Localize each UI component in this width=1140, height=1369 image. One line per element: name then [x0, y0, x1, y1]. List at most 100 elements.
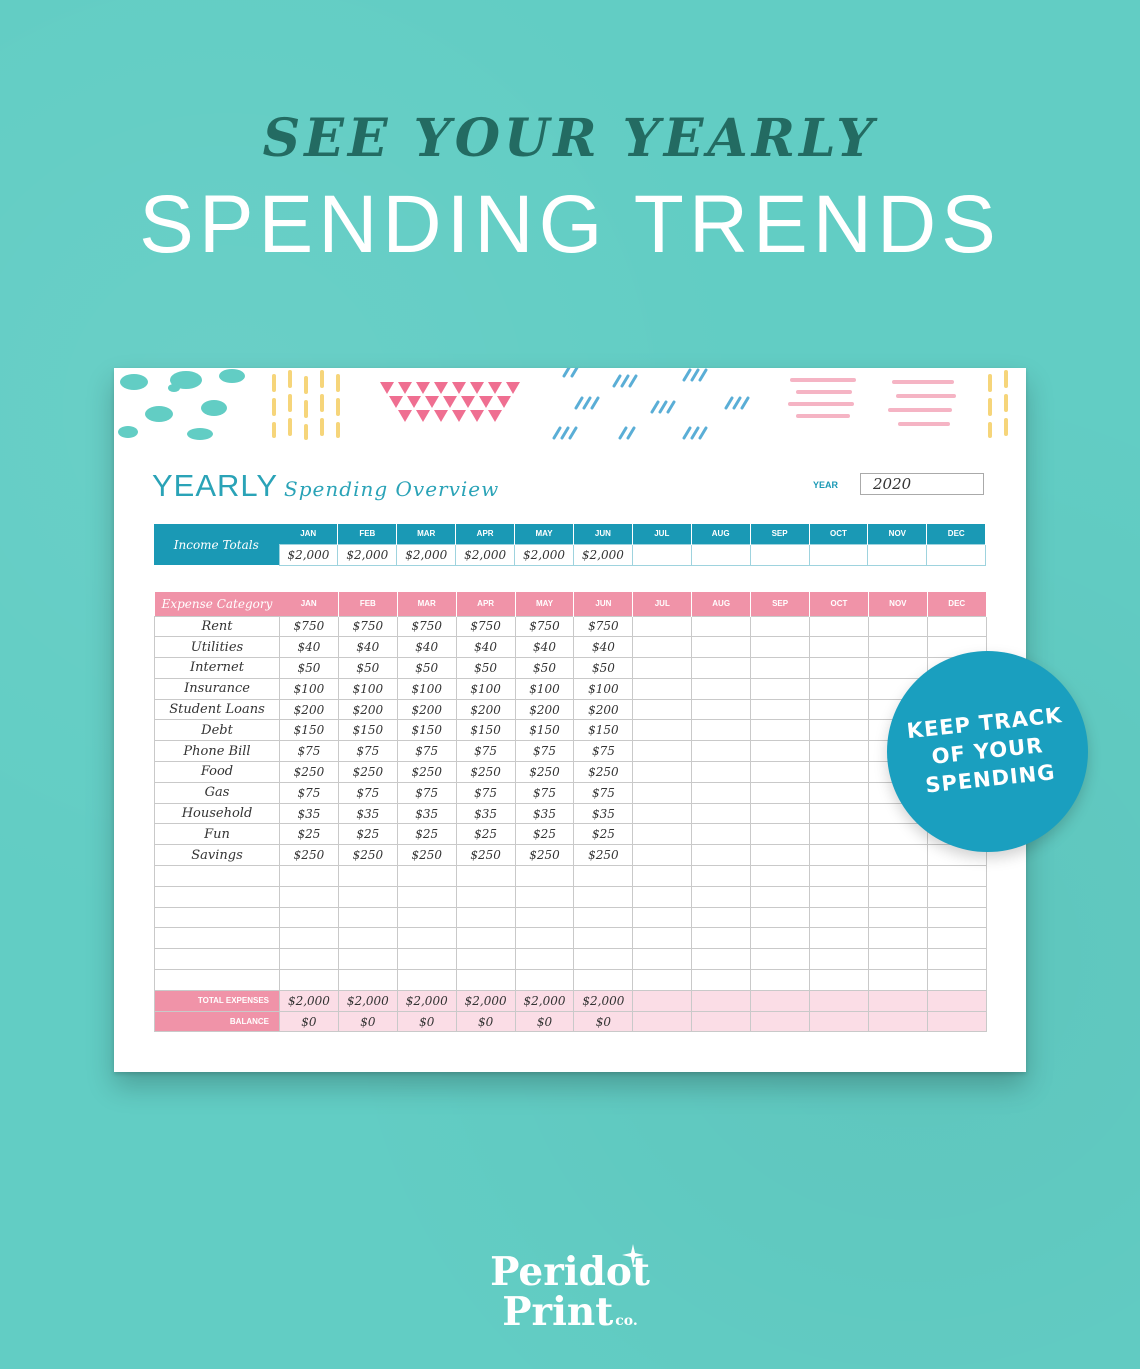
expense-category-cell[interactable] [154, 969, 280, 991]
expense-value-cell[interactable] [691, 885, 752, 908]
expense-value-cell[interactable]: $35 [573, 802, 634, 825]
total-expenses-cell[interactable]: $2,000 [279, 989, 339, 1012]
expense-value-cell[interactable] [691, 781, 752, 804]
expense-value-cell[interactable] [750, 719, 811, 742]
expense-value-cell[interactable]: $150 [514, 719, 575, 742]
balance-cell[interactable] [691, 1010, 752, 1033]
total-expenses-cell[interactable]: $2,000 [337, 989, 398, 1012]
expense-value-cell[interactable]: $250 [514, 844, 575, 867]
expense-value-cell[interactable]: $50 [279, 657, 339, 679]
expense-value-cell[interactable]: $750 [337, 615, 398, 638]
expense-value-cell[interactable] [691, 698, 752, 721]
expense-value-cell[interactable]: $750 [514, 615, 575, 638]
expense-value-cell[interactable]: $250 [396, 761, 457, 783]
expense-value-cell[interactable] [691, 823, 752, 846]
expense-category-cell[interactable]: Insurance [154, 677, 280, 700]
expense-value-cell[interactable] [750, 927, 811, 950]
expense-value-cell[interactable]: $250 [455, 761, 516, 783]
expense-category-cell[interactable]: Student Loans [154, 698, 280, 721]
expense-value-cell[interactable]: $200 [514, 698, 575, 721]
expense-value-cell[interactable] [809, 865, 869, 887]
expense-value-cell[interactable]: $75 [573, 740, 634, 763]
expense-value-cell[interactable] [573, 948, 634, 971]
expense-value-cell[interactable] [750, 615, 811, 638]
expense-category-cell[interactable] [154, 927, 280, 950]
expense-value-cell[interactable] [691, 927, 752, 950]
expense-value-cell[interactable] [691, 802, 752, 825]
expense-value-cell[interactable] [867, 927, 928, 950]
expense-value-cell[interactable] [632, 615, 693, 638]
expense-value-cell[interactable] [809, 636, 869, 659]
expense-value-cell[interactable] [750, 823, 811, 846]
total-expenses-cell[interactable] [809, 989, 869, 1012]
expense-value-cell[interactable] [926, 948, 987, 971]
expense-value-cell[interactable] [337, 906, 398, 929]
expense-value-cell[interactable]: $200 [396, 698, 457, 721]
income-value-cell[interactable]: $2,000 [278, 543, 339, 566]
expense-category-cell[interactable]: Household [154, 802, 280, 825]
expense-value-cell[interactable] [573, 885, 634, 908]
income-value-cell[interactable]: $2,000 [514, 543, 574, 566]
balance-cell[interactable]: $0 [396, 1010, 457, 1033]
expense-value-cell[interactable] [632, 740, 693, 763]
expense-value-cell[interactable]: $25 [396, 823, 457, 846]
expense-value-cell[interactable] [809, 698, 869, 721]
expense-value-cell[interactable] [750, 781, 811, 804]
expense-value-cell[interactable] [750, 677, 811, 700]
expense-category-cell[interactable]: Debt [154, 719, 280, 742]
expense-category-cell[interactable] [154, 906, 280, 929]
year-field[interactable]: 2020 [860, 473, 984, 495]
expense-value-cell[interactable] [396, 927, 457, 950]
expense-value-cell[interactable]: $40 [396, 636, 457, 659]
expense-value-cell[interactable] [455, 948, 516, 971]
expense-value-cell[interactable]: $75 [514, 740, 575, 763]
expense-value-cell[interactable]: $75 [337, 740, 398, 763]
expense-value-cell[interactable] [750, 740, 811, 763]
expense-value-cell[interactable] [691, 761, 752, 783]
expense-value-cell[interactable] [750, 885, 811, 908]
expense-value-cell[interactable] [750, 761, 811, 783]
expense-value-cell[interactable] [867, 885, 928, 908]
expense-value-cell[interactable]: $75 [396, 781, 457, 804]
expense-value-cell[interactable] [514, 927, 575, 950]
expense-value-cell[interactable]: $750 [573, 615, 634, 638]
total-expenses-cell[interactable] [750, 989, 811, 1012]
expense-value-cell[interactable] [455, 865, 516, 887]
expense-value-cell[interactable]: $200 [337, 698, 398, 721]
expense-value-cell[interactable] [337, 927, 398, 950]
expense-value-cell[interactable] [809, 740, 869, 763]
balance-cell[interactable]: $0 [455, 1010, 516, 1033]
income-value-cell[interactable]: $2,000 [455, 543, 516, 566]
expense-value-cell[interactable] [632, 802, 693, 825]
expense-value-cell[interactable]: $75 [337, 781, 398, 804]
expense-value-cell[interactable]: $40 [573, 636, 634, 659]
expense-value-cell[interactable] [632, 927, 693, 950]
expense-value-cell[interactable]: $75 [455, 781, 516, 804]
expense-value-cell[interactable]: $200 [279, 698, 339, 721]
expense-value-cell[interactable]: $75 [573, 781, 634, 804]
balance-cell[interactable] [926, 1010, 987, 1033]
expense-value-cell[interactable] [279, 906, 339, 929]
expense-value-cell[interactable]: $250 [573, 844, 634, 867]
expense-value-cell[interactable]: $100 [455, 677, 516, 700]
expense-value-cell[interactable] [750, 844, 811, 867]
expense-value-cell[interactable]: $250 [396, 844, 457, 867]
expense-value-cell[interactable] [279, 948, 339, 971]
expense-value-cell[interactable] [455, 969, 516, 991]
balance-cell[interactable]: $0 [279, 1010, 339, 1033]
expense-category-cell[interactable] [154, 885, 280, 908]
expense-value-cell[interactable] [750, 865, 811, 887]
expense-value-cell[interactable]: $75 [396, 740, 457, 763]
expense-value-cell[interactable]: $35 [514, 802, 575, 825]
income-value-cell[interactable] [808, 543, 869, 566]
expense-value-cell[interactable] [867, 906, 928, 929]
expense-value-cell[interactable] [573, 927, 634, 950]
income-value-cell[interactable]: $2,000 [572, 543, 633, 566]
expense-value-cell[interactable] [279, 865, 339, 887]
expense-value-cell[interactable] [867, 615, 928, 638]
expense-value-cell[interactable]: $35 [396, 802, 457, 825]
expense-value-cell[interactable] [337, 969, 398, 991]
expense-value-cell[interactable] [809, 719, 869, 742]
expense-value-cell[interactable]: $35 [455, 802, 516, 825]
expense-value-cell[interactable] [867, 657, 928, 679]
